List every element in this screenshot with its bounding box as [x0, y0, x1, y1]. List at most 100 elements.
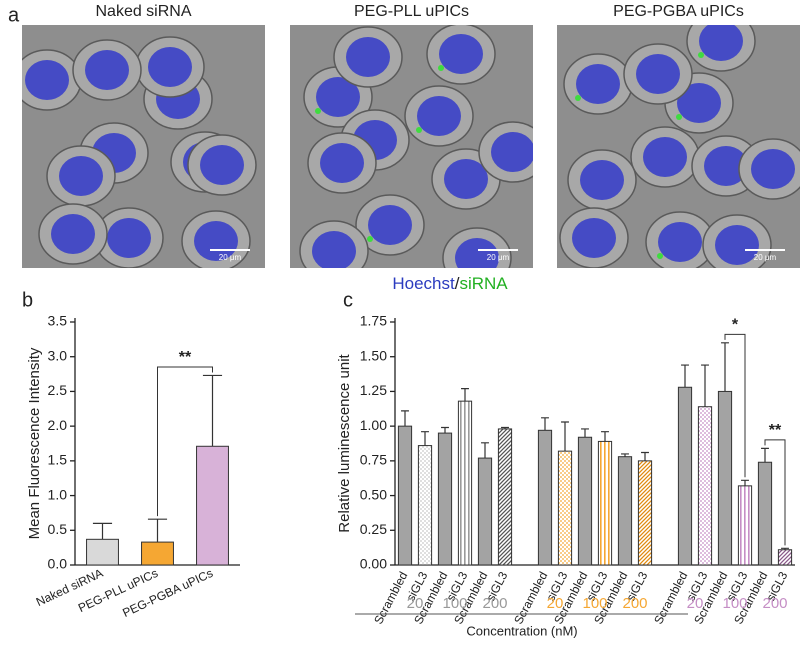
error-bar [621, 453, 629, 457]
y-axis-label: Mean Fluorescence Intensity [26, 347, 43, 539]
error-bar [441, 426, 449, 434]
nucleus [636, 54, 680, 94]
nucleus [346, 37, 390, 77]
y-tick-label: 0.25 [360, 521, 387, 537]
bar [86, 538, 119, 566]
nucleus [417, 96, 461, 136]
nucleus [699, 25, 743, 61]
bar [497, 428, 513, 566]
significance-bracket [724, 333, 746, 478]
bar [457, 400, 473, 566]
nucleus [25, 60, 69, 100]
nucleus [316, 77, 360, 117]
significance-bracket [764, 439, 786, 546]
y-tick-label: 0.75 [360, 452, 387, 468]
bar [677, 386, 693, 566]
sirna-spot [416, 127, 422, 133]
sirna-spot [676, 114, 682, 120]
error-bar [641, 451, 649, 461]
sirna-spot [315, 108, 321, 114]
y-tick-label: 0.50 [360, 486, 387, 502]
bar [597, 440, 613, 566]
error-bar [581, 428, 589, 438]
error-bar [92, 522, 113, 540]
bar [737, 485, 753, 566]
y-tick-label: 3.5 [48, 313, 68, 329]
concentration-label: 200 [622, 595, 647, 612]
bar [417, 445, 433, 566]
nucleus [368, 205, 412, 245]
concentration-label: 100 [722, 595, 747, 612]
error-bar [761, 447, 769, 463]
error-bar [561, 421, 569, 452]
significance-label: * [732, 317, 739, 334]
nucleus [107, 218, 151, 258]
y-tick-label: 1.25 [360, 382, 387, 398]
error-bar [741, 479, 749, 486]
error-bar [781, 547, 789, 550]
panel-label: a [8, 4, 20, 26]
image-title: PEG-PGBA uPICs [613, 3, 744, 20]
y-axis-label: Relative luminescence unit [336, 353, 353, 532]
significance-label: ** [769, 422, 782, 439]
x-axis-label: Concentration (nM) [466, 623, 577, 638]
y-tick-label: 1.50 [360, 347, 387, 363]
micrograph [290, 25, 533, 268]
nucleus [455, 238, 499, 268]
error-bar [461, 388, 469, 402]
bar [617, 456, 633, 566]
bar [397, 425, 413, 566]
nucleus [51, 214, 95, 254]
concentration-label: 200 [482, 595, 507, 612]
y-tick-label: 2.0 [48, 417, 68, 433]
significance-bracket [157, 366, 213, 517]
nucleus [200, 145, 244, 185]
nucleus [643, 137, 687, 177]
nucleus [658, 222, 702, 262]
bar [777, 549, 793, 566]
error-bar [501, 426, 509, 429]
error-bar [481, 442, 489, 459]
image-title: Naked siRNA [95, 3, 191, 20]
nucleus [59, 156, 103, 196]
concentration-label: 20 [407, 595, 424, 612]
bar [196, 445, 229, 566]
stain-legend-text: / [455, 274, 460, 293]
y-tick-label: 0.00 [360, 556, 387, 572]
error-bar [421, 431, 429, 446]
nucleus [576, 64, 620, 104]
error-bar [601, 431, 609, 442]
y-tick-label: 1.0 [48, 486, 68, 502]
nucleus [444, 159, 488, 199]
bar [757, 461, 773, 566]
sirna-spot [657, 253, 663, 259]
panel-label: b [22, 289, 33, 311]
y-tick-label: 0.5 [48, 521, 68, 537]
y-tick-label: 1.5 [48, 452, 68, 468]
scale-bar-label: 20 μm [487, 253, 510, 262]
scale-bar-label: 20 μm [219, 253, 242, 262]
nucleus [704, 146, 748, 186]
micrograph [22, 25, 265, 268]
y-tick-label: 0.0 [48, 556, 68, 572]
nucleus [320, 143, 364, 183]
bar [577, 436, 593, 566]
error-bar [701, 364, 709, 407]
nucleus [677, 83, 721, 123]
y-tick-label: 3.0 [48, 347, 68, 363]
bar [717, 390, 733, 566]
y-tick-label: 1.75 [360, 313, 387, 329]
sirna-spot [367, 236, 373, 242]
micrograph [557, 25, 800, 268]
panel-label: c [343, 289, 353, 311]
y-tick-label: 1.00 [360, 417, 387, 433]
y-tick-label: 2.5 [48, 382, 68, 398]
significance-label: ** [179, 349, 192, 366]
stain-legend: Hoechst/siRNA [392, 274, 508, 293]
bar [437, 432, 453, 566]
error-bar [721, 342, 729, 392]
sirna-spot [438, 65, 444, 71]
nucleus [85, 50, 129, 90]
stain-legend-text: siRNA [459, 274, 508, 293]
